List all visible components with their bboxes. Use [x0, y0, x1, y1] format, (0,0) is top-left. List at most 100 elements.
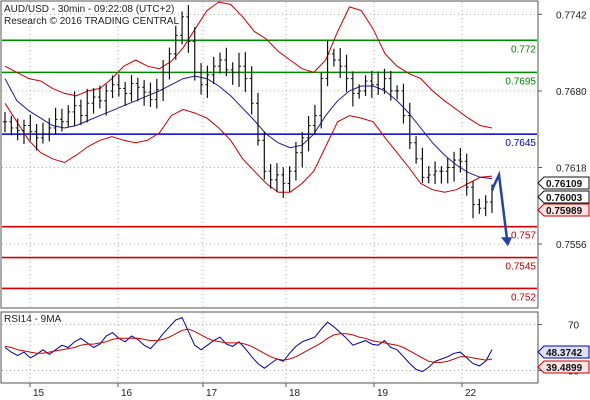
level-label-support: 0.757 [511, 231, 536, 242]
price-candle [401, 83, 406, 124]
price-candle [192, 27, 197, 81]
price-candle [161, 59, 166, 102]
price-candle [205, 65, 210, 98]
rsi-tag-box [537, 360, 590, 374]
rsi-title: RSI14 - 9MA [4, 314, 62, 325]
level-label-resistance: 0.7695 [505, 76, 536, 87]
price-candle [249, 66, 254, 115]
price-candle [167, 47, 172, 80]
price-candle [407, 102, 412, 150]
price-candle [123, 81, 128, 106]
price-candle [129, 75, 134, 102]
price-candle [433, 161, 438, 184]
price-panel-frame [0, 0, 539, 309]
price-candle [274, 163, 279, 193]
price-tag-box [537, 203, 590, 217]
y-tick-label: 0.7742 [556, 10, 587, 21]
price-candle [281, 167, 286, 198]
y-tick-label: 0.7618 [556, 163, 587, 174]
price-candle [135, 77, 140, 102]
price-candle [237, 52, 242, 87]
forecast-arrowhead [501, 237, 512, 247]
price-candle [9, 115, 14, 136]
price-candle [312, 104, 317, 136]
rsi-tick-label: 70 [568, 321, 580, 332]
price-candle [211, 56, 216, 85]
price-tag-label: 0.75989 [546, 206, 583, 217]
chart-copyright: Research © 2016 TRADING CENTRAL [4, 16, 179, 27]
price-candle [319, 72, 324, 129]
price-candle [262, 132, 267, 180]
price-candle [104, 84, 109, 116]
price-candle [59, 108, 64, 132]
price-candle [483, 195, 488, 217]
price-candle [53, 107, 58, 135]
price-candle [28, 114, 33, 141]
price-candle [85, 88, 90, 123]
rsi-tag-label: 39.4899 [546, 363, 583, 374]
price-candle [471, 181, 476, 219]
price-candle [458, 148, 463, 173]
y-tick-label: 0.7680 [556, 87, 587, 98]
price-candle [243, 52, 248, 92]
price-candle [116, 74, 121, 97]
price-candle [306, 116, 311, 152]
price-tag-label: 0.76109 [546, 179, 583, 190]
price-tags: 0.76109 0.76003 0.75989 48.3742 39.4899 [537, 176, 590, 374]
level-label-support: 0.752 [511, 292, 536, 303]
price-candle [452, 151, 457, 182]
price-candle [173, 25, 178, 60]
price-candle [218, 52, 223, 74]
rsi-tag-label: 48.3742 [546, 348, 583, 359]
price-candle [40, 122, 45, 144]
moving-average-line [4, 75, 493, 180]
price-candle [142, 79, 147, 106]
grid-lines [2, 2, 537, 382]
price-candle [350, 71, 355, 107]
x-tick-label: 18 [289, 388, 301, 399]
price-candle [47, 118, 52, 142]
price-candle [15, 118, 20, 141]
price-candle [338, 48, 343, 79]
price-candle [376, 71, 381, 95]
price-candle [78, 99, 83, 125]
level-label-support: 0.7545 [505, 262, 536, 273]
y-tick-label: 0.7556 [556, 240, 587, 251]
price-candle [66, 105, 71, 128]
price-candle [395, 85, 400, 100]
price-candle [230, 62, 235, 85]
bollinger-lower-line [4, 103, 493, 193]
x-tick-label: 19 [377, 388, 389, 399]
rsi-tag-box [537, 345, 590, 359]
price-candle [34, 123, 39, 151]
x-tick-label: 15 [33, 388, 45, 399]
price-candle [382, 68, 387, 94]
price-tag-box [537, 190, 590, 204]
price-candle [72, 91, 77, 127]
rsi-line [4, 316, 493, 373]
price-candle [439, 166, 444, 184]
price-candle [224, 47, 229, 77]
rsi-ma-line [4, 328, 493, 363]
price-candle [331, 48, 336, 67]
price-candle [344, 54, 349, 93]
price-candle [325, 40, 330, 87]
price-tag-box [537, 176, 590, 190]
support-resistance-levels: 0.772 0.7695 0.7645 0.757 0.7545 0.752 [2, 39, 537, 303]
x-tick-label: 22 [465, 388, 477, 399]
price-candles [3, 5, 494, 219]
price-candle [287, 166, 292, 193]
price-candle [477, 198, 482, 214]
price-tag-label: 0.76003 [546, 193, 583, 204]
price-candle [21, 119, 26, 145]
price-candle [388, 70, 393, 101]
price-candle [300, 132, 305, 168]
x-tick-label: 16 [121, 388, 133, 399]
bollinger-upper-line [4, 1, 493, 129]
price-candle [180, 11, 185, 45]
price-candle [186, 5, 191, 53]
forecast-arrow [490, 170, 512, 247]
price-candle [426, 165, 431, 184]
level-label-pivot: 0.7645 [505, 138, 536, 149]
